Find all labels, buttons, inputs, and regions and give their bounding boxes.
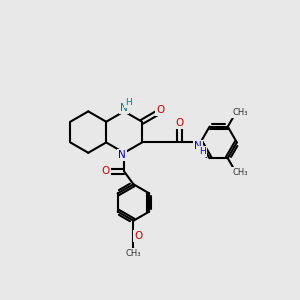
Text: N: N <box>194 141 202 152</box>
Text: O: O <box>175 118 183 128</box>
Text: H: H <box>125 98 132 107</box>
Text: CH₃: CH₃ <box>126 249 141 258</box>
Text: H: H <box>200 147 206 156</box>
Text: N: N <box>118 150 126 160</box>
Text: O: O <box>101 167 110 176</box>
Text: N: N <box>120 103 128 113</box>
Text: CH₃: CH₃ <box>232 108 248 117</box>
Text: O: O <box>134 231 143 241</box>
Text: O: O <box>156 105 165 115</box>
Text: CH₃: CH₃ <box>232 168 248 177</box>
